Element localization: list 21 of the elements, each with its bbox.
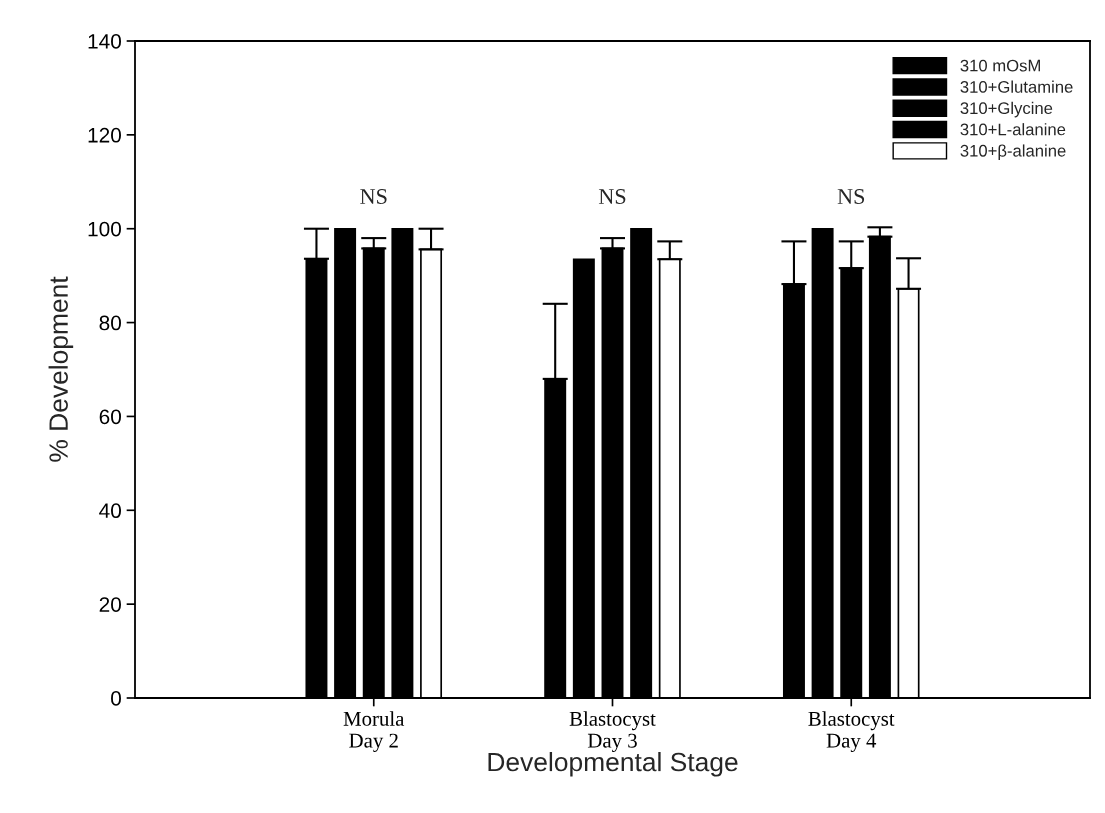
y-tick-label: 40 [99,503,121,519]
annotation: NS [598,189,626,205]
legend-label: 310 mOsM [960,59,1040,72]
y-tick-label: 100 [88,221,121,237]
annotation: NS [360,189,387,205]
y-tick-label: 120 [88,127,121,143]
x-tick-label: Blastocyst Day 4 [808,711,895,752]
y-tick-label: 0 [111,691,121,706]
y-tick-label: 140 [88,34,121,49]
legend-label: 310+L-alanine [960,123,1066,136]
legend-label: 310+β-alanine [960,144,1066,160]
x-axis-title: Developmental Stage [488,751,738,777]
annotation: NS [837,189,865,205]
legend-label: 310+Glutamine [960,80,1073,93]
y-axis-title: % Development [48,276,74,462]
legend-label: 310+Glycine [960,101,1053,118]
x-tick-label: Blastocyst Day 3 [569,711,656,752]
x-tick-label: Morula Day 2 [343,711,405,752]
y-tick-label: 80 [99,315,121,331]
y-tick-label: 20 [99,597,121,612]
y-tick-label: 60 [99,409,121,425]
